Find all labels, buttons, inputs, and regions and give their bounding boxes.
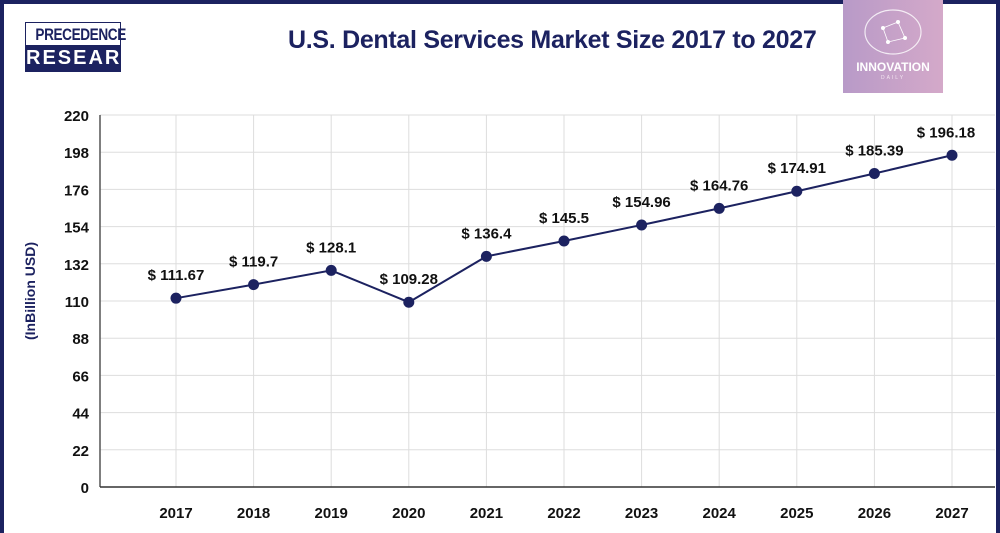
data-label: $ 196.18 bbox=[917, 124, 975, 141]
chart-frame bbox=[4, 4, 996, 533]
x-tick-label: 2025 bbox=[780, 505, 813, 522]
data-label: $ 145.5 bbox=[539, 210, 589, 227]
data-point bbox=[480, 250, 492, 262]
chart-title: U.S. Dental Services Market Size 2017 to… bbox=[288, 26, 817, 54]
data-point bbox=[248, 279, 260, 291]
y-tick-label: 22 bbox=[72, 443, 89, 460]
data-label: $ 128.1 bbox=[306, 239, 356, 256]
y-tick-label: 44 bbox=[72, 406, 89, 423]
x-tick-label: 2020 bbox=[392, 505, 425, 522]
watermark-subtext: DAILY bbox=[880, 75, 906, 81]
y-tick-label: 132 bbox=[64, 257, 89, 274]
y-tick-label: 66 bbox=[72, 368, 89, 385]
data-point bbox=[558, 235, 570, 247]
data-label: $ 111.67 bbox=[148, 267, 205, 284]
innovation-daily-watermark: INNOVATION DAILY bbox=[843, 0, 943, 93]
data-point bbox=[325, 264, 337, 276]
x-tick-label: 2017 bbox=[159, 505, 192, 522]
y-tick-label: 0 bbox=[81, 480, 89, 497]
x-tick-label: 2022 bbox=[547, 505, 580, 522]
data-label: $ 174.91 bbox=[768, 160, 826, 177]
y-tick-label: 198 bbox=[64, 145, 89, 162]
data-label: $ 185.39 bbox=[845, 143, 903, 160]
data-point bbox=[713, 202, 725, 214]
data-label: $ 109.28 bbox=[380, 271, 438, 288]
x-tick-label: 2027 bbox=[935, 505, 968, 522]
data-point bbox=[403, 296, 415, 308]
data-label: $ 119.7 bbox=[229, 254, 278, 271]
data-point bbox=[868, 168, 880, 180]
y-tick-label: 154 bbox=[64, 220, 90, 237]
brain-icon bbox=[864, 9, 922, 55]
data-label: $ 164.76 bbox=[690, 177, 748, 194]
y-tick-label: 176 bbox=[64, 182, 89, 199]
y-tick-label: 110 bbox=[65, 294, 89, 311]
precedence-research-logo: PRECEDENCE RESEARCH bbox=[25, 22, 152, 72]
x-tick-label: 2026 bbox=[858, 505, 891, 522]
x-tick-label: 2018 bbox=[237, 505, 270, 522]
data-point bbox=[636, 219, 648, 231]
x-tick-label: 2019 bbox=[315, 505, 348, 522]
data-label: $ 154.96 bbox=[612, 194, 670, 211]
data-label: $ 136.4 bbox=[461, 225, 512, 242]
data-point bbox=[946, 149, 958, 161]
y-tick-label: 88 bbox=[72, 331, 89, 348]
x-tick-label: 2021 bbox=[470, 505, 503, 522]
x-tick-label: 2024 bbox=[703, 505, 737, 522]
y-tick-label: 220 bbox=[64, 108, 89, 125]
x-tick-label: 2023 bbox=[625, 505, 658, 522]
logo-top-text: PRECEDENCE bbox=[35, 25, 126, 44]
data-point bbox=[791, 185, 803, 197]
data-point bbox=[170, 292, 182, 304]
watermark-text: INNOVATION bbox=[856, 60, 930, 74]
